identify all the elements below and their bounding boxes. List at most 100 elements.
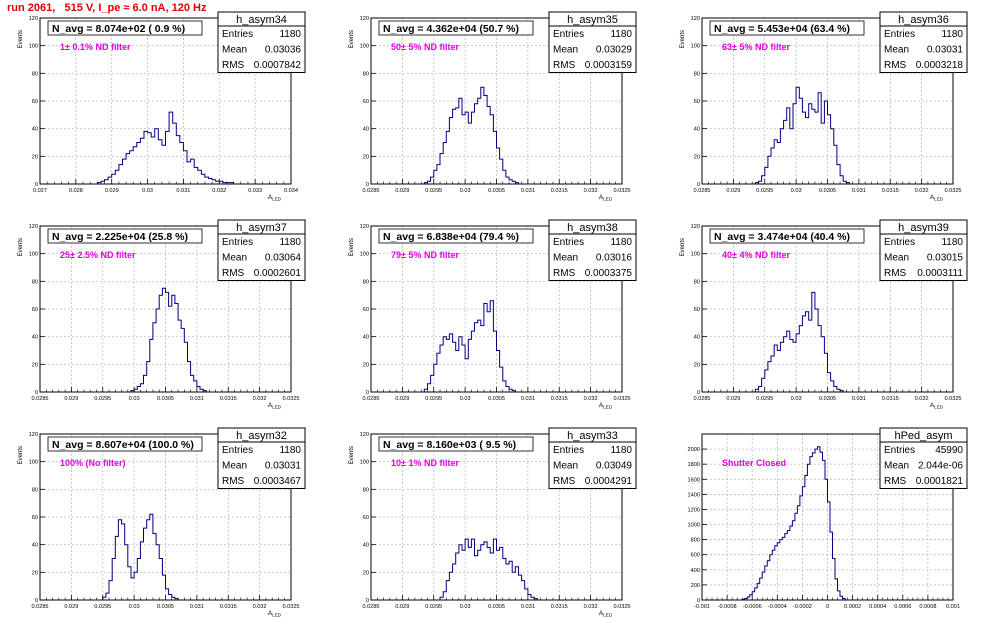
- stats-key: Mean: [884, 461, 909, 472]
- y-tick-label: 100: [360, 460, 369, 466]
- stats-value: 1180: [610, 445, 632, 456]
- filter-annotation: 79± 5% ND filter: [391, 250, 459, 260]
- x-tick-label: 0.0295: [425, 604, 442, 610]
- y-tick-label: 2000: [688, 447, 700, 453]
- y-tick-label: 40: [363, 335, 369, 341]
- x-tick-label: 0.032: [253, 604, 267, 610]
- y-tick-label: 40: [694, 127, 700, 133]
- filter-annotation: 50± 5% ND filter: [391, 42, 459, 52]
- stats-value: 0.0003218: [916, 60, 964, 71]
- histogram-series-h_asym32: [102, 513, 179, 600]
- x-tick-label: 0.031: [852, 396, 866, 402]
- stats-value: 1180: [279, 445, 301, 456]
- histogram-series-h_asym34: [96, 111, 235, 184]
- x-tick-label: 0.032: [584, 604, 598, 610]
- y-tick-label: 200: [691, 583, 700, 589]
- stats-value: 1180: [941, 29, 963, 40]
- y-tick-label: 0: [366, 182, 369, 188]
- header-box: [47, 436, 203, 452]
- y-tick-label: 100: [691, 252, 700, 258]
- stats-value: 0.0003111: [917, 268, 963, 279]
- stats-box: [548, 11, 637, 73]
- stats-key: RMS: [553, 268, 576, 279]
- header-label: N_avg = 2.225e+04 (25.8 %): [52, 231, 188, 243]
- histogram-panel-h_asym32: 0.0285 0.029 0.0295 0.03 0.0305 0.031 0.0315 0.…: [18, 427, 306, 618]
- x-tick-label: 0.031: [176, 188, 190, 194]
- x-axis-label: ALED: [268, 194, 282, 202]
- stats-title: h_asym36: [898, 14, 949, 26]
- x-tick-label: 0.0006: [894, 604, 911, 610]
- x-tick-label: 0.0325: [613, 188, 630, 194]
- x-tick-label: 0.0305: [488, 604, 505, 610]
- x-tick-label: 0.0325: [282, 604, 299, 610]
- x-tick-label: 0.0002: [844, 604, 861, 610]
- x-tick-label: 0.0305: [819, 188, 836, 194]
- stats-title: h_asym38: [567, 222, 618, 234]
- x-axis-label: ALED: [930, 402, 944, 410]
- y-tick-label: 80: [32, 487, 38, 493]
- stats-value: 0.0003159: [585, 60, 633, 71]
- y-tick-label: 80: [32, 71, 38, 77]
- y-axis-label: Events: [680, 30, 686, 48]
- y-tick-label: 80: [363, 71, 369, 77]
- filter-annotation: 100% (No filter): [60, 458, 126, 468]
- x-tick-label: 0.03: [129, 396, 140, 402]
- filter-annotation: 63± 5% ND filter: [722, 42, 790, 52]
- y-tick-label: 120: [29, 16, 38, 22]
- x-tick-label: -0.0006: [743, 604, 762, 610]
- histogram-panel-hPed_asym: -0.001 -0.0008 -0.0006 -0.0004 -0.0002 0 0.000…: [688, 427, 968, 610]
- x-tick-label: 0.0315: [220, 604, 237, 610]
- header-box: [47, 228, 203, 244]
- y-axis-label: Events: [18, 30, 24, 48]
- x-tick-label: 0.0285: [693, 188, 710, 194]
- stats-value: 2.044e-06: [918, 461, 963, 472]
- header-label: N_avg = 3.474e+04 (40.4 %): [714, 231, 850, 243]
- stats-key: Mean: [553, 253, 578, 264]
- x-tick-label: 0.029: [726, 188, 740, 194]
- x-tick-label: 0.0315: [551, 396, 568, 402]
- y-axis-label: Events: [18, 238, 24, 256]
- stats-key: RMS: [884, 60, 907, 71]
- y-tick-label: 120: [29, 432, 38, 438]
- x-tick-label: 0.0325: [282, 396, 299, 402]
- stats-value: 0.0004291: [585, 476, 633, 487]
- y-tick-label: 40: [32, 335, 38, 341]
- x-tick-label: 0.0325: [613, 396, 630, 402]
- filter-annotation: 1± 0.1% ND filter: [60, 42, 131, 52]
- stats-value: 0.03049: [596, 461, 633, 472]
- x-tick-label: 0: [826, 604, 829, 610]
- y-tick-label: 80: [694, 279, 700, 285]
- x-tick-label: 0.0295: [425, 188, 442, 194]
- x-tick-label: 0.03: [460, 604, 471, 610]
- y-tick-label: 20: [363, 570, 369, 576]
- histogram-panel-h_asym33: 0.0285 0.029 0.0295 0.03 0.0305 0.031 0.0315 0.…: [349, 427, 637, 618]
- x-tick-label: 0.0295: [756, 396, 773, 402]
- histogram-series-h_asym38: [423, 300, 516, 392]
- stats-key: Entries: [553, 237, 584, 248]
- header-label: N_avg = 8.607e+04 (100.0 %): [52, 439, 194, 451]
- stats-key: Mean: [884, 45, 909, 56]
- stats-key: RMS: [884, 268, 907, 279]
- y-tick-label: 20: [32, 154, 38, 160]
- stats-value: 1180: [941, 237, 963, 248]
- stats-value: 0.03031: [265, 461, 302, 472]
- x-tick-label: 0.001: [946, 604, 960, 610]
- y-tick-label: 1800: [688, 462, 700, 468]
- histogram-panel-h_asym34: 0.027 0.028 0.029 0.03 0.031 0.032 0.033 0.034 0…: [18, 11, 306, 202]
- stats-title: hPed_asym: [894, 430, 952, 442]
- x-tick-label: 0.03: [142, 188, 153, 194]
- stats-key: RMS: [553, 476, 576, 487]
- stats-value: 0.03029: [596, 45, 633, 56]
- x-tick-label: 0.032: [584, 396, 598, 402]
- stats-value: 0.03016: [596, 253, 633, 264]
- y-tick-label: 120: [360, 224, 369, 230]
- stats-value: 45990: [935, 445, 963, 456]
- stats-value: 0.03036: [265, 45, 302, 56]
- histogram-series-h_asym33: [439, 538, 538, 600]
- y-tick-label: 20: [32, 570, 38, 576]
- y-tick-label: 60: [32, 307, 38, 313]
- y-tick-label: 80: [32, 279, 38, 285]
- x-tick-label: 0.029: [395, 604, 409, 610]
- x-tick-label: 0.0285: [693, 396, 710, 402]
